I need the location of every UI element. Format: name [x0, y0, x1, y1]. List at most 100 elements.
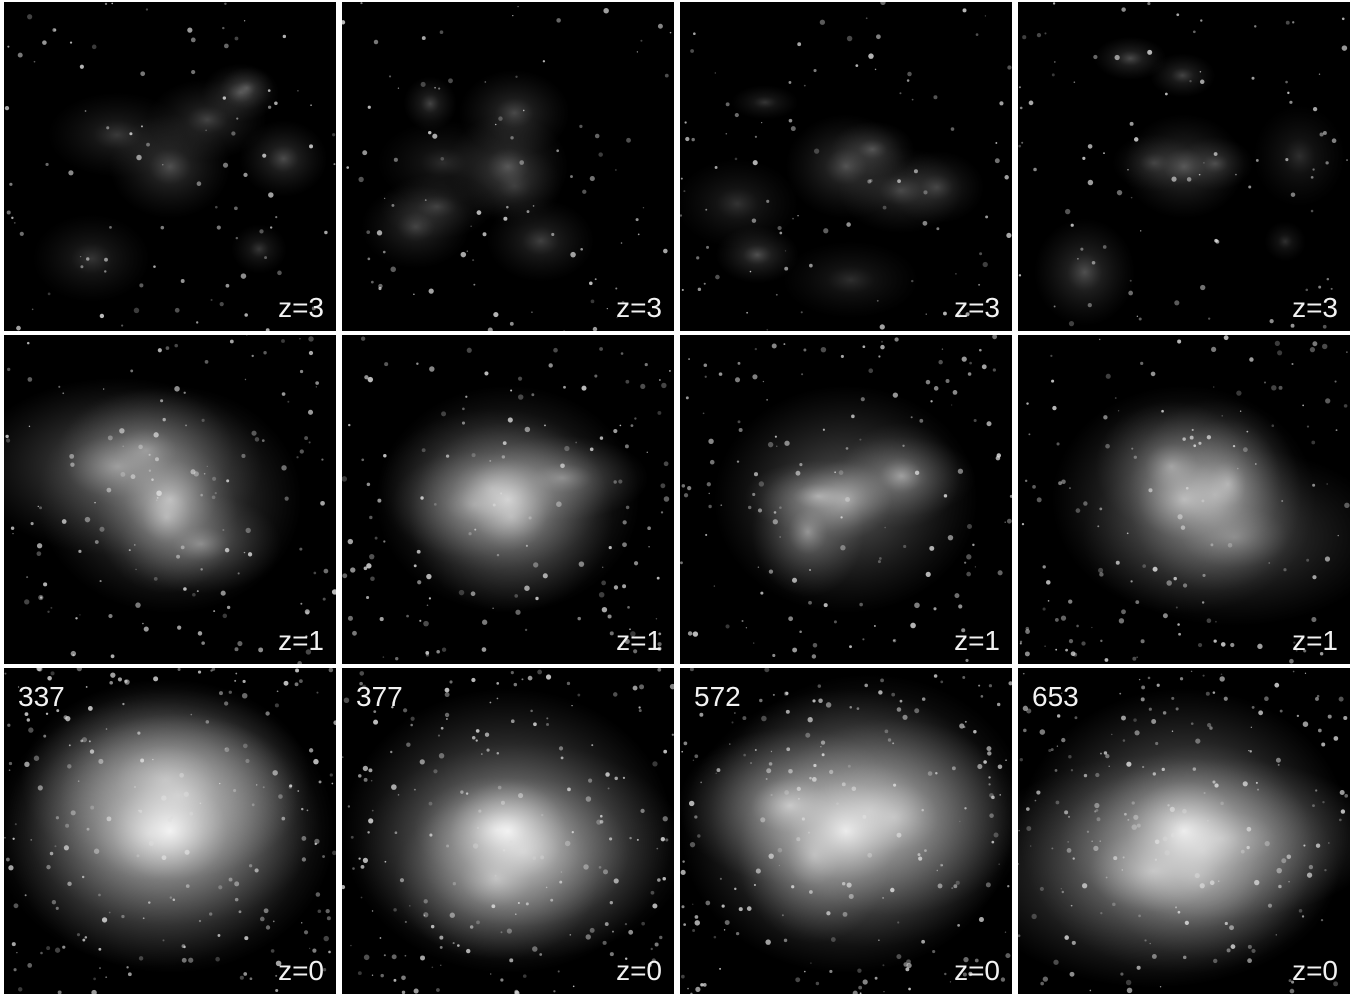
simulation-panel: z=1: [342, 335, 674, 664]
subhalo: [876, 34, 881, 40]
subhalo: [1199, 883, 1205, 889]
subhalo: [531, 311, 533, 313]
subhalo: [233, 789, 237, 793]
subhalo: [1229, 925, 1234, 931]
subhalo: [688, 358, 690, 360]
subhalo: [772, 693, 775, 696]
subhalo: [811, 654, 817, 659]
subhalo: [669, 31, 672, 34]
subhalo: [1019, 640, 1023, 643]
subhalo: [205, 129, 207, 132]
subhalo: [42, 40, 47, 45]
subhalo: [979, 348, 982, 352]
subhalo: [965, 312, 970, 317]
subhalo: [1140, 697, 1145, 702]
subhalo: [1189, 435, 1194, 440]
subhalo: [346, 166, 350, 169]
subhalo: [1060, 888, 1062, 890]
subhalo: [1298, 909, 1303, 913]
subhalo: [1312, 575, 1317, 580]
subhalo: [1285, 20, 1290, 25]
subhalo: [525, 544, 528, 547]
subhalo: [384, 860, 387, 863]
subhalo: [811, 777, 817, 782]
subhalo: [558, 746, 564, 751]
subhalo: [55, 906, 59, 910]
subhalo: [391, 954, 397, 960]
subhalo: [1312, 483, 1316, 487]
subhalo: [439, 945, 443, 949]
subhalo: [829, 769, 834, 775]
subhalo: [1105, 876, 1108, 879]
subhalo: [754, 749, 757, 751]
subhalo: [1039, 729, 1046, 735]
subhalo: [212, 476, 217, 481]
subhalo: [1068, 321, 1075, 327]
subhalo: [725, 102, 730, 107]
subhalo: [5, 857, 10, 862]
subhalo: [1064, 810, 1069, 815]
subhalo: [681, 288, 684, 292]
subhalo: [1008, 681, 1012, 686]
subhalo: [650, 890, 655, 895]
subhalo: [1230, 642, 1235, 648]
subhalo: [1346, 159, 1348, 162]
subhalo: [38, 594, 44, 601]
subhalo: [1170, 832, 1176, 838]
subhalo: [308, 350, 314, 356]
subhalo: [1131, 824, 1138, 830]
subhalo: [1333, 981, 1339, 987]
subhalo: [1327, 714, 1332, 719]
subhalo: [374, 536, 378, 540]
subhalo: [708, 492, 710, 495]
subhalo: [841, 881, 846, 886]
subhalo: [145, 8, 149, 11]
subhalo: [882, 964, 885, 967]
subhalo: [803, 84, 806, 87]
subhalo: [1053, 959, 1059, 965]
subhalo: [460, 251, 467, 258]
subhalo: [683, 190, 686, 193]
subhalo: [892, 392, 899, 398]
subhalo: [426, 604, 429, 606]
subhalo: [713, 935, 717, 939]
subhalo: [1055, 800, 1060, 805]
subhalo: [473, 283, 476, 286]
subhalo: [642, 207, 645, 209]
subhalo: [1138, 678, 1141, 681]
subhalo: [902, 714, 908, 720]
subhalo: [1140, 361, 1144, 365]
subhalo: [526, 210, 530, 213]
subhalo: [1189, 79, 1192, 83]
subhalo: [75, 617, 78, 620]
subhalo: [382, 656, 385, 658]
subhalo: [1255, 781, 1258, 784]
subhalo: [1060, 615, 1067, 621]
subhalo: [773, 511, 777, 514]
subhalo: [1022, 705, 1029, 711]
subhalo: [1018, 934, 1021, 938]
subhalo: [1279, 709, 1283, 713]
subhalo: [506, 205, 509, 209]
subhalo: [40, 951, 43, 955]
subhalo: [738, 907, 743, 912]
subhalo: [1302, 721, 1309, 727]
subhalo: [918, 856, 923, 861]
subhalo: [384, 197, 386, 200]
subhalo: [1249, 750, 1252, 753]
subhalo: [423, 899, 428, 904]
subhalo: [305, 635, 308, 638]
subhalo: [225, 283, 230, 288]
subhalo: [599, 347, 603, 351]
subhalo: [1019, 757, 1023, 762]
core: [785, 114, 907, 219]
subhalo: [838, 470, 844, 475]
subhalo: [905, 967, 910, 972]
subhalo: [1177, 623, 1180, 626]
subhalo: [878, 939, 880, 941]
subhalo: [809, 263, 813, 268]
subhalo: [796, 786, 801, 792]
subhalo: [162, 417, 166, 422]
subhalo: [1206, 618, 1212, 623]
subhalo: [891, 692, 896, 697]
